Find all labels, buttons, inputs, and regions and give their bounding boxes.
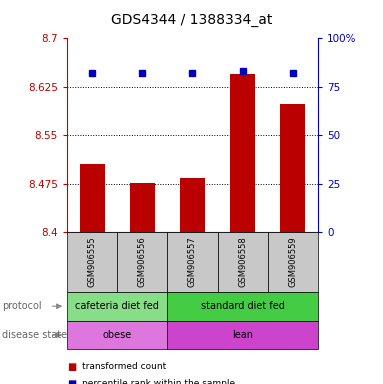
- Text: standard diet fed: standard diet fed: [201, 301, 285, 311]
- Text: disease state: disease state: [2, 330, 67, 340]
- Bar: [80, 164, 105, 232]
- Bar: [230, 74, 255, 232]
- Text: lean: lean: [232, 330, 253, 340]
- Text: percentile rank within the sample: percentile rank within the sample: [82, 379, 236, 384]
- Bar: [130, 183, 155, 232]
- Text: obese: obese: [103, 330, 132, 340]
- Text: GSM906558: GSM906558: [238, 237, 247, 288]
- Text: ■: ■: [67, 362, 76, 372]
- Text: GDS4344 / 1388334_at: GDS4344 / 1388334_at: [111, 13, 272, 27]
- Text: transformed count: transformed count: [82, 362, 167, 371]
- Text: ■: ■: [67, 379, 76, 384]
- Bar: [280, 104, 305, 232]
- Text: GSM906556: GSM906556: [138, 237, 147, 288]
- Text: cafeteria diet fed: cafeteria diet fed: [75, 301, 159, 311]
- Text: GSM906557: GSM906557: [188, 237, 197, 288]
- Text: protocol: protocol: [2, 301, 41, 311]
- Text: GSM906555: GSM906555: [88, 237, 97, 287]
- Bar: [180, 178, 205, 232]
- Text: GSM906559: GSM906559: [288, 237, 297, 287]
